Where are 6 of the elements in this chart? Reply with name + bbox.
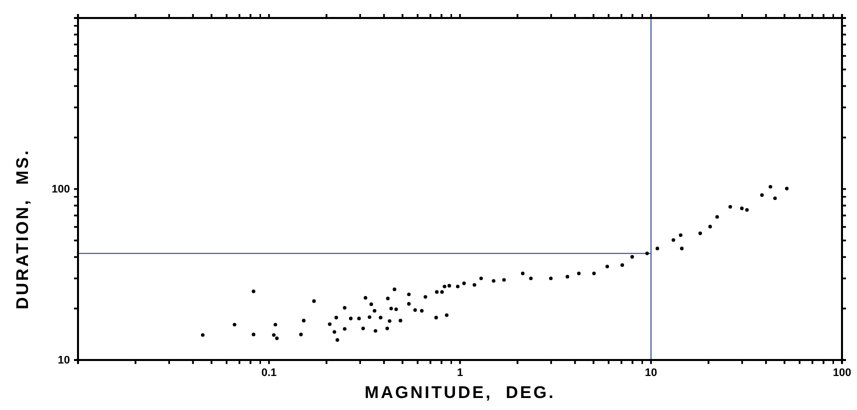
x-tick-label: 0.1 <box>261 366 277 379</box>
x-tick-label: 1 <box>456 366 464 379</box>
x-axis-title: MAGNITUDE, DEG. <box>364 383 556 402</box>
x-tick-label: 100 <box>832 366 852 379</box>
y-axis-title: DURATION, MS. <box>13 148 32 310</box>
x-tick-label: 10 <box>644 366 658 379</box>
